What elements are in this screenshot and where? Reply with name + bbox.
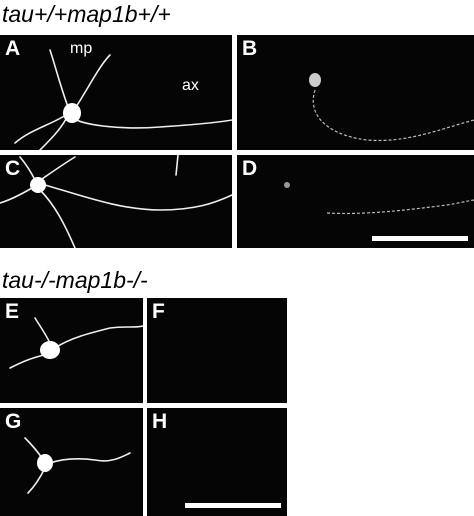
section-title: tau-/-map1b-/- [2, 267, 148, 293]
panel-label: F [152, 300, 165, 323]
panel-label: H [152, 410, 168, 433]
panel-label: E [5, 300, 20, 323]
panel: G [0, 408, 143, 516]
panel: A mp ax [0, 35, 232, 150]
scale-bar [372, 236, 468, 241]
micrograph [0, 155, 232, 248]
panel: F [147, 298, 287, 403]
scale-bar [185, 503, 281, 508]
annotation: mp [70, 40, 93, 57]
panel: C [0, 155, 232, 248]
micrograph [309, 73, 474, 142]
panel: E [0, 298, 143, 403]
panel-label: A [5, 37, 21, 60]
micrograph [24, 437, 131, 494]
panel: D [237, 155, 474, 248]
micrograph [9, 317, 143, 369]
panel: H [147, 408, 287, 516]
panel-label: D [242, 157, 258, 180]
panel: B [237, 35, 474, 150]
panel-label: G [5, 410, 22, 433]
micrograph [284, 182, 474, 241]
annotation: ax [182, 77, 199, 94]
micrograph [185, 503, 281, 508]
section-title: tau+/+map1b+/+ [2, 1, 171, 27]
panel-label: B [242, 37, 258, 60]
panel-label: C [5, 157, 21, 180]
micrograph [14, 49, 232, 150]
